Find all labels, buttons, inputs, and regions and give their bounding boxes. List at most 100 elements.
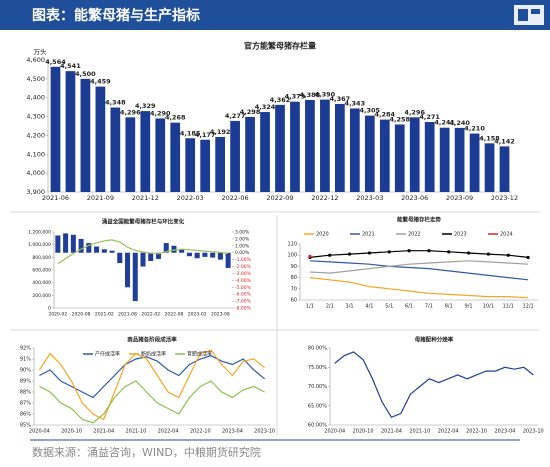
bar	[132, 252, 138, 302]
bar	[379, 119, 390, 192]
x-tick-label: 2020-10	[353, 429, 374, 435]
x-tick-label: 2022-10	[466, 429, 487, 435]
bar	[194, 252, 200, 259]
x-tick-label: 4/1	[365, 304, 373, 310]
y-tick-label: 88%	[20, 390, 31, 396]
chart-title: 官方能繁母猪存栏量	[244, 41, 316, 51]
header-bar	[0, 0, 550, 30]
legend-label: 2024	[500, 232, 513, 238]
bar	[65, 71, 76, 192]
line	[38, 349, 265, 421]
x-tick-label: 3/1	[346, 304, 354, 310]
y2-tick-label: -3.00%	[235, 271, 252, 277]
legend-label: 断奶成活率	[141, 351, 166, 358]
bar	[170, 122, 181, 192]
x-tick-label: 11/1	[503, 304, 514, 310]
data-label: 4,142	[494, 137, 515, 145]
x-tick-label: 2021-09	[87, 194, 114, 202]
x-tick-label: 2022-04	[158, 429, 179, 435]
y-tick-label: 60	[291, 298, 297, 304]
bar	[63, 233, 69, 253]
y-tick-label: 86%	[20, 412, 31, 418]
x-tick-label: 2023-03	[356, 194, 383, 202]
data-label: 4,277	[225, 112, 246, 120]
y2-tick-label: 0.00%	[235, 250, 250, 256]
y-tick-label: 75.00%	[308, 365, 327, 371]
point	[308, 254, 312, 258]
data-label: 4,210	[464, 125, 485, 133]
y-tick-label: 4,300	[26, 113, 45, 121]
y-tick-label: 4,100	[26, 150, 45, 158]
bar	[454, 127, 465, 192]
bar	[200, 139, 211, 192]
data-label: 4,459	[90, 78, 111, 86]
data-label: 4,258	[389, 115, 410, 123]
data-label: 4,379	[285, 93, 306, 101]
data-label: 4,388	[300, 91, 321, 99]
bar	[148, 252, 154, 262]
x-tick-label: 2021-06	[42, 194, 69, 202]
x-tick-label: 2023-04	[494, 429, 515, 435]
bar	[140, 252, 146, 267]
x-tick-label: 2022-02	[141, 312, 160, 318]
y-axis-label: 万头	[34, 47, 48, 56]
y-tick-label: 80	[291, 275, 297, 281]
line	[309, 250, 529, 258]
x-tick-label: 12/1	[522, 304, 533, 310]
bar	[217, 252, 223, 260]
y-tick-label: 70	[291, 286, 297, 292]
bar	[364, 115, 375, 192]
bar	[275, 104, 285, 192]
y2-tick-label: 3.00%	[235, 230, 250, 236]
legend-label: 2022	[408, 232, 421, 238]
bar	[109, 250, 115, 253]
data-label: 4,241	[434, 119, 455, 127]
logo	[514, 5, 544, 25]
data-label: 4,290	[150, 109, 171, 117]
source: 数据来源：涌益咨询，WIND，中粮期货研究院	[32, 445, 261, 459]
data-label: 4,329	[135, 102, 156, 110]
data-label: 4,305	[360, 107, 381, 115]
data-label: 4,271	[419, 113, 440, 121]
legend-label: 2023	[454, 232, 467, 238]
data-label: 4,296	[404, 108, 425, 116]
y-tick-label: 90%	[20, 368, 31, 374]
data-label: 4,362	[270, 96, 291, 104]
x-tick-label: 2022-09	[266, 194, 293, 202]
bar	[80, 78, 91, 192]
bar	[186, 252, 192, 257]
data-label: 4,324	[255, 103, 276, 111]
bar	[55, 235, 61, 253]
bar	[50, 66, 61, 192]
x-tick-label: 2020-02	[48, 312, 67, 318]
bar	[179, 249, 185, 253]
y2-tick-label: 2.00%	[235, 236, 250, 242]
y-tick-label: 800,000	[32, 255, 51, 261]
x-tick-label: 2020-10	[61, 429, 82, 435]
x-tick-label: 2023-08	[211, 312, 230, 318]
x-tick-label: 2021-04	[93, 429, 114, 435]
data-label: 4,541	[60, 62, 81, 70]
x-tick-label: 2022-10	[190, 429, 211, 435]
y-tick-label: 0	[48, 306, 51, 312]
bar	[140, 111, 151, 192]
bar	[210, 252, 216, 258]
bar	[70, 234, 76, 253]
data-label: 4,296	[120, 108, 141, 116]
x-tick-label: 7/1	[425, 304, 433, 310]
y2-tick-label: -5.00%	[235, 285, 252, 291]
y-tick-label: 200,000	[32, 293, 51, 299]
line	[39, 380, 265, 424]
y-tick-label: 4,200	[26, 131, 45, 139]
x-tick-label: 2023-09	[446, 194, 473, 202]
bar	[202, 252, 208, 257]
bar	[290, 101, 300, 192]
bar	[155, 252, 161, 259]
data-label: 4,158	[479, 134, 500, 142]
bar	[499, 146, 510, 192]
x-tick-label: 2020-08	[72, 312, 91, 318]
bar	[484, 143, 495, 192]
data-label: 4,367	[330, 95, 351, 103]
y-tick-label: 100	[287, 253, 297, 259]
